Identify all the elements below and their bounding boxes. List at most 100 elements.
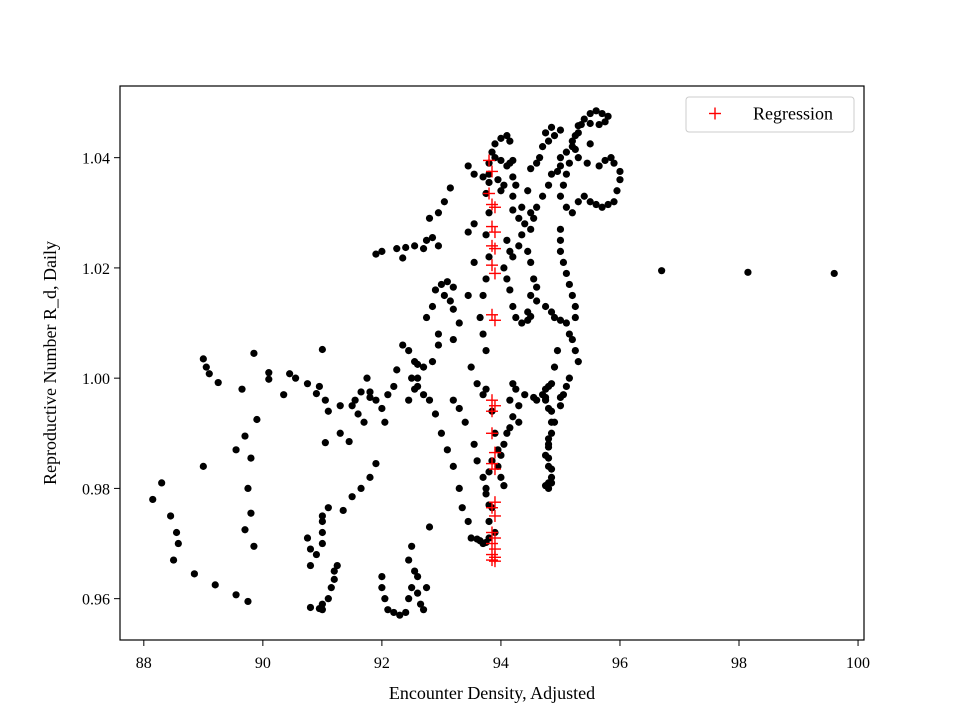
data-point	[547, 479, 556, 487]
data-point	[378, 247, 386, 255]
x-axis-label: Encounter Density, Adjusted	[389, 683, 595, 703]
data-point	[598, 203, 606, 211]
data-point	[422, 313, 431, 322]
data-point	[565, 374, 573, 382]
data-point	[541, 129, 550, 137]
data-point	[479, 173, 487, 181]
data-point	[437, 280, 446, 289]
data-point	[464, 162, 472, 170]
data-point	[544, 443, 553, 451]
data-point	[443, 446, 451, 454]
data-point	[318, 528, 326, 537]
regression-point	[486, 537, 498, 550]
data-point	[547, 418, 556, 426]
data-point	[303, 534, 312, 542]
data-point	[556, 162, 565, 170]
data-point	[556, 316, 565, 324]
data-point	[586, 109, 594, 118]
regression-point	[488, 509, 501, 522]
data-point	[414, 360, 422, 368]
data-point	[544, 454, 553, 462]
data-point	[518, 203, 526, 211]
data-point	[509, 253, 517, 261]
data-point	[559, 181, 568, 189]
data-point	[440, 198, 448, 206]
regression-point	[488, 532, 501, 545]
data-point	[556, 225, 565, 233]
data-point	[515, 402, 523, 410]
data-point	[405, 595, 413, 603]
data-point	[306, 545, 315, 553]
data-point	[530, 393, 538, 402]
data-point	[512, 385, 520, 393]
data-point	[658, 267, 666, 275]
data-point	[306, 603, 315, 612]
data-point	[405, 396, 413, 404]
data-point	[547, 473, 556, 481]
data-point	[527, 225, 535, 233]
data-point	[482, 231, 490, 239]
data-point	[158, 479, 166, 487]
data-point	[544, 137, 553, 145]
regression-point	[486, 198, 498, 211]
regression-point	[486, 526, 498, 539]
data-point	[518, 319, 526, 327]
data-point	[244, 484, 252, 493]
data-point	[544, 404, 553, 413]
data-point	[199, 355, 207, 363]
data-point	[494, 176, 502, 184]
data-point	[479, 330, 487, 338]
data-point	[336, 429, 344, 437]
data-point	[419, 606, 428, 614]
data-point	[458, 504, 466, 512]
data-point	[616, 167, 624, 176]
data-point	[327, 584, 335, 592]
data-point	[416, 600, 425, 608]
data-point	[500, 264, 508, 272]
data-point	[202, 363, 210, 371]
data-point	[250, 542, 258, 550]
data-point	[366, 388, 374, 396]
x-tick-label: 92	[374, 655, 390, 672]
data-point	[381, 418, 389, 426]
data-point	[568, 137, 576, 145]
data-point	[595, 162, 603, 170]
data-point	[431, 286, 440, 294]
data-point	[405, 346, 413, 355]
data-point	[399, 254, 407, 262]
data-point	[524, 187, 532, 195]
regression-point	[488, 555, 501, 568]
data-point	[544, 181, 553, 189]
data-point	[565, 280, 573, 289]
data-point	[571, 313, 579, 322]
data-point	[250, 349, 258, 357]
data-point	[303, 380, 312, 388]
points-layer	[149, 107, 838, 619]
data-point	[533, 203, 541, 211]
data-point	[306, 561, 315, 570]
data-point	[414, 382, 422, 391]
regression-point	[486, 220, 498, 233]
data-point	[422, 236, 431, 244]
data-point	[538, 143, 547, 151]
data-point	[393, 245, 401, 253]
legend-label-regression: Regression	[753, 104, 833, 124]
data-point	[556, 126, 565, 134]
data-point	[464, 228, 472, 236]
data-point	[482, 346, 490, 355]
data-point	[402, 608, 410, 617]
data-point	[521, 391, 529, 399]
data-point	[497, 451, 505, 459]
data-point	[449, 462, 457, 470]
data-point	[312, 389, 321, 398]
data-point	[530, 214, 538, 222]
data-point	[550, 363, 559, 371]
data-point	[434, 341, 443, 349]
data-point	[565, 330, 573, 338]
data-point	[586, 140, 594, 148]
regression-point	[488, 226, 501, 239]
data-point	[574, 122, 582, 130]
data-point	[312, 550, 321, 559]
data-point	[485, 178, 493, 187]
regression-point	[488, 446, 501, 459]
